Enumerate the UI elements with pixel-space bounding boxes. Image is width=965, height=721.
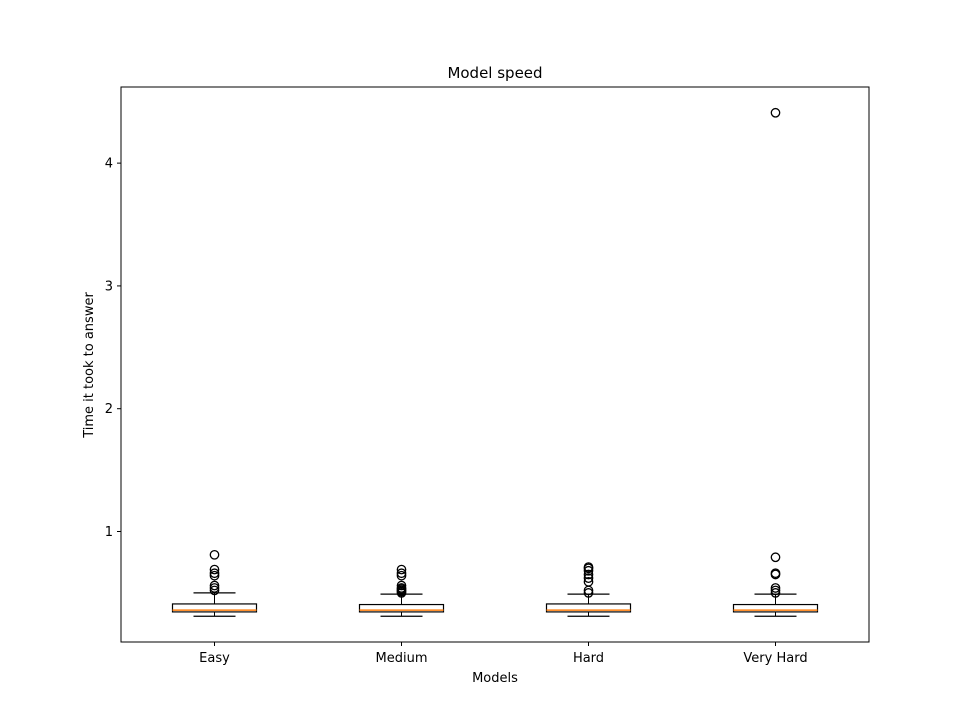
outlier-point: [209, 564, 220, 575]
outlier-point: [209, 585, 220, 596]
x-axis: Easy Medium Hard Very Hard: [199, 642, 808, 666]
outlier-point: [583, 573, 594, 584]
y-tick-label: 2: [105, 402, 113, 417]
outlier-point: [209, 570, 220, 581]
outlier-point: [770, 585, 781, 596]
outlier-point: [770, 588, 781, 598]
x-tick-label: Medium: [376, 651, 428, 666]
outlier-point: [583, 569, 594, 580]
x-axis-title: Models: [472, 671, 518, 686]
outlier-point: [770, 583, 781, 593]
outlier-point: [770, 568, 781, 579]
x-tick-label: Very Hard: [743, 651, 807, 666]
plot-frame: [120, 86, 870, 643]
outlier-point: [396, 580, 407, 591]
outlier-point: [583, 565, 594, 576]
x-tick-label: Easy: [199, 651, 230, 666]
outlier-point: [209, 568, 220, 579]
iqr-box: [171, 603, 258, 613]
y-tick-label: 1: [105, 525, 113, 540]
outlier-point: [209, 549, 220, 560]
box-easy: [171, 549, 258, 617]
outlier-point: [209, 580, 220, 591]
iqr-box: [545, 603, 632, 613]
outlier-point: [396, 568, 407, 579]
box-series: [171, 107, 819, 617]
chart-title: Model speed: [447, 64, 542, 82]
outlier-point: [770, 552, 781, 563]
outlier-point: [583, 576, 594, 587]
box-very-hard: [732, 107, 819, 617]
iqr-box: [358, 603, 445, 613]
outlier-point: [396, 583, 407, 593]
outlier-point: [396, 564, 407, 575]
box-hard: [545, 562, 632, 617]
y-axis: 1 2 3 4: [105, 157, 121, 540]
y-tick-label: 3: [105, 279, 113, 294]
x-tick-label: Hard: [573, 651, 604, 666]
iqr-box: [732, 603, 819, 613]
outlier-point: [396, 570, 407, 581]
outlier-point: [583, 562, 594, 572]
outlier-point: [209, 583, 220, 593]
outlier-point: [583, 588, 594, 598]
outlier-point: [770, 107, 781, 118]
y-tick-label: 4: [105, 157, 113, 172]
box-medium: [358, 564, 445, 617]
y-axis-title: Time it took to answer: [82, 292, 97, 439]
